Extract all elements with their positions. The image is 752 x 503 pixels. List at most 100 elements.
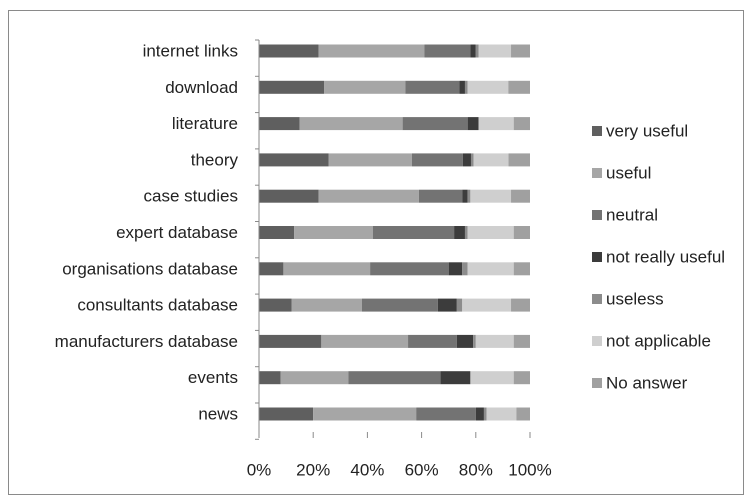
bar-segment-8-3 — [361, 298, 438, 312]
category-label: theory — [191, 150, 239, 169]
bar-segment-7-2 — [283, 262, 371, 276]
bar-segment-11-5 — [483, 407, 487, 421]
bar-segment-9-5 — [473, 334, 476, 348]
bar-segment-3-4 — [467, 117, 479, 131]
bar-segment-9-1 — [259, 334, 322, 348]
bar-segment-4-4 — [462, 153, 471, 167]
category-label: expert database — [116, 223, 238, 242]
bar-segment-9-2 — [321, 334, 409, 348]
bar-segment-6-2 — [294, 226, 373, 239]
bar-segment-10-6 — [470, 371, 514, 385]
bar-segment-11-1 — [259, 407, 314, 421]
bar-segment-11-2 — [313, 407, 417, 421]
bar-segment-4-2 — [328, 153, 412, 167]
bar-segment-5-3 — [418, 189, 463, 203]
category-label: manufacturers database — [55, 332, 238, 351]
bar-segment-9-7 — [513, 334, 530, 348]
bar-segment-1-7 — [511, 44, 530, 58]
bar-segment-11-4 — [475, 407, 484, 421]
bar-segment-2-6 — [467, 80, 509, 94]
bar-segment-5-5 — [467, 189, 471, 203]
bar-segment-1-3 — [424, 44, 471, 58]
bar-segment-7-4 — [448, 262, 463, 276]
bar-segment-2-2 — [324, 80, 406, 94]
category-label: consultants database — [77, 296, 238, 315]
legend-swatch — [592, 252, 602, 262]
bar-segment-3-7 — [513, 117, 530, 131]
bar-segment-5-6 — [470, 189, 512, 203]
category-label: organisations database — [62, 259, 238, 278]
legend-swatch — [592, 378, 602, 388]
bar-segment-1-5 — [475, 44, 479, 58]
legend-swatch — [592, 168, 602, 178]
bar-segment-7-6 — [467, 262, 514, 276]
bar-segment-8-1 — [259, 298, 292, 312]
bar-segment-3-2 — [299, 117, 403, 131]
legend-swatch — [592, 336, 602, 346]
bar-segment-4-3 — [411, 153, 463, 167]
bar-segment-10-3 — [348, 371, 441, 385]
bar-segment-7-5 — [462, 262, 468, 276]
bar-segment-10-2 — [280, 371, 349, 385]
bar-segment-11-3 — [416, 407, 476, 421]
bar-segment-4-7 — [508, 153, 530, 167]
category-label: case studies — [144, 187, 239, 206]
bar-segment-6-6 — [467, 226, 514, 239]
bar-segment-7-1 — [259, 262, 284, 276]
bar-segment-6-1 — [259, 226, 295, 239]
x-tick-label: 60% — [405, 461, 439, 480]
bar-segment-3-3 — [402, 117, 468, 131]
x-tick-label: 40% — [350, 461, 384, 480]
bar-segment-9-3 — [408, 334, 457, 348]
x-tick-label: 80% — [459, 461, 493, 480]
bar-segment-3-1 — [259, 117, 300, 131]
legend-label: useless — [606, 290, 664, 309]
bar-segment-6-3 — [372, 226, 455, 239]
x-tick-label: 100% — [508, 461, 551, 480]
bar-segment-8-5 — [456, 298, 463, 312]
legend-swatch — [592, 294, 602, 304]
bar-segment-10-7 — [513, 371, 530, 385]
bar-segment-3-6 — [478, 117, 514, 131]
bar-segment-9-4 — [456, 334, 474, 348]
bar-segment-8-6 — [462, 298, 512, 312]
bar-segment-5-7 — [511, 189, 530, 203]
bar-segment-7-3 — [370, 262, 449, 276]
bar-segment-6-4 — [454, 226, 465, 239]
legend-label: No answer — [606, 374, 688, 393]
category-label: events — [188, 368, 238, 387]
bar-segment-4-1 — [259, 153, 329, 167]
bar-segment-2-5 — [464, 80, 468, 94]
bar-segment-8-2 — [291, 298, 362, 312]
bar-segment-4-6 — [473, 153, 509, 167]
bar-segment-5-4 — [462, 189, 468, 203]
bar-segment-6-7 — [513, 226, 530, 239]
x-tick-label: 0% — [247, 461, 272, 480]
bar-segment-10-4 — [440, 371, 471, 385]
bar-segment-11-6 — [486, 407, 517, 421]
category-label: internet links — [143, 42, 238, 61]
bar-segment-2-1 — [259, 80, 325, 94]
bar-segment-8-4 — [437, 298, 457, 312]
bar-segment-4-5 — [470, 153, 474, 167]
x-tick-label: 20% — [296, 461, 330, 480]
legend-label: very useful — [606, 122, 688, 141]
bar-segment-1-1 — [259, 44, 319, 58]
legend-swatch — [592, 210, 602, 220]
legend-label: neutral — [606, 206, 658, 225]
bar-segment-2-4 — [459, 80, 465, 94]
category-label: download — [165, 78, 238, 97]
legend-label: not really useful — [606, 248, 725, 267]
legend-label: useful — [606, 164, 651, 183]
category-label: literature — [172, 114, 238, 133]
bar-segment-5-1 — [259, 189, 319, 203]
bar-segment-5-2 — [318, 189, 419, 203]
legend-label: not applicable — [606, 332, 711, 351]
bar-segment-2-3 — [405, 80, 460, 94]
category-label: news — [198, 405, 238, 424]
bar-segment-1-4 — [470, 44, 476, 58]
bar-segment-7-7 — [513, 262, 530, 276]
bar-segment-10-1 — [259, 371, 281, 385]
bar-segment-9-6 — [475, 334, 514, 348]
